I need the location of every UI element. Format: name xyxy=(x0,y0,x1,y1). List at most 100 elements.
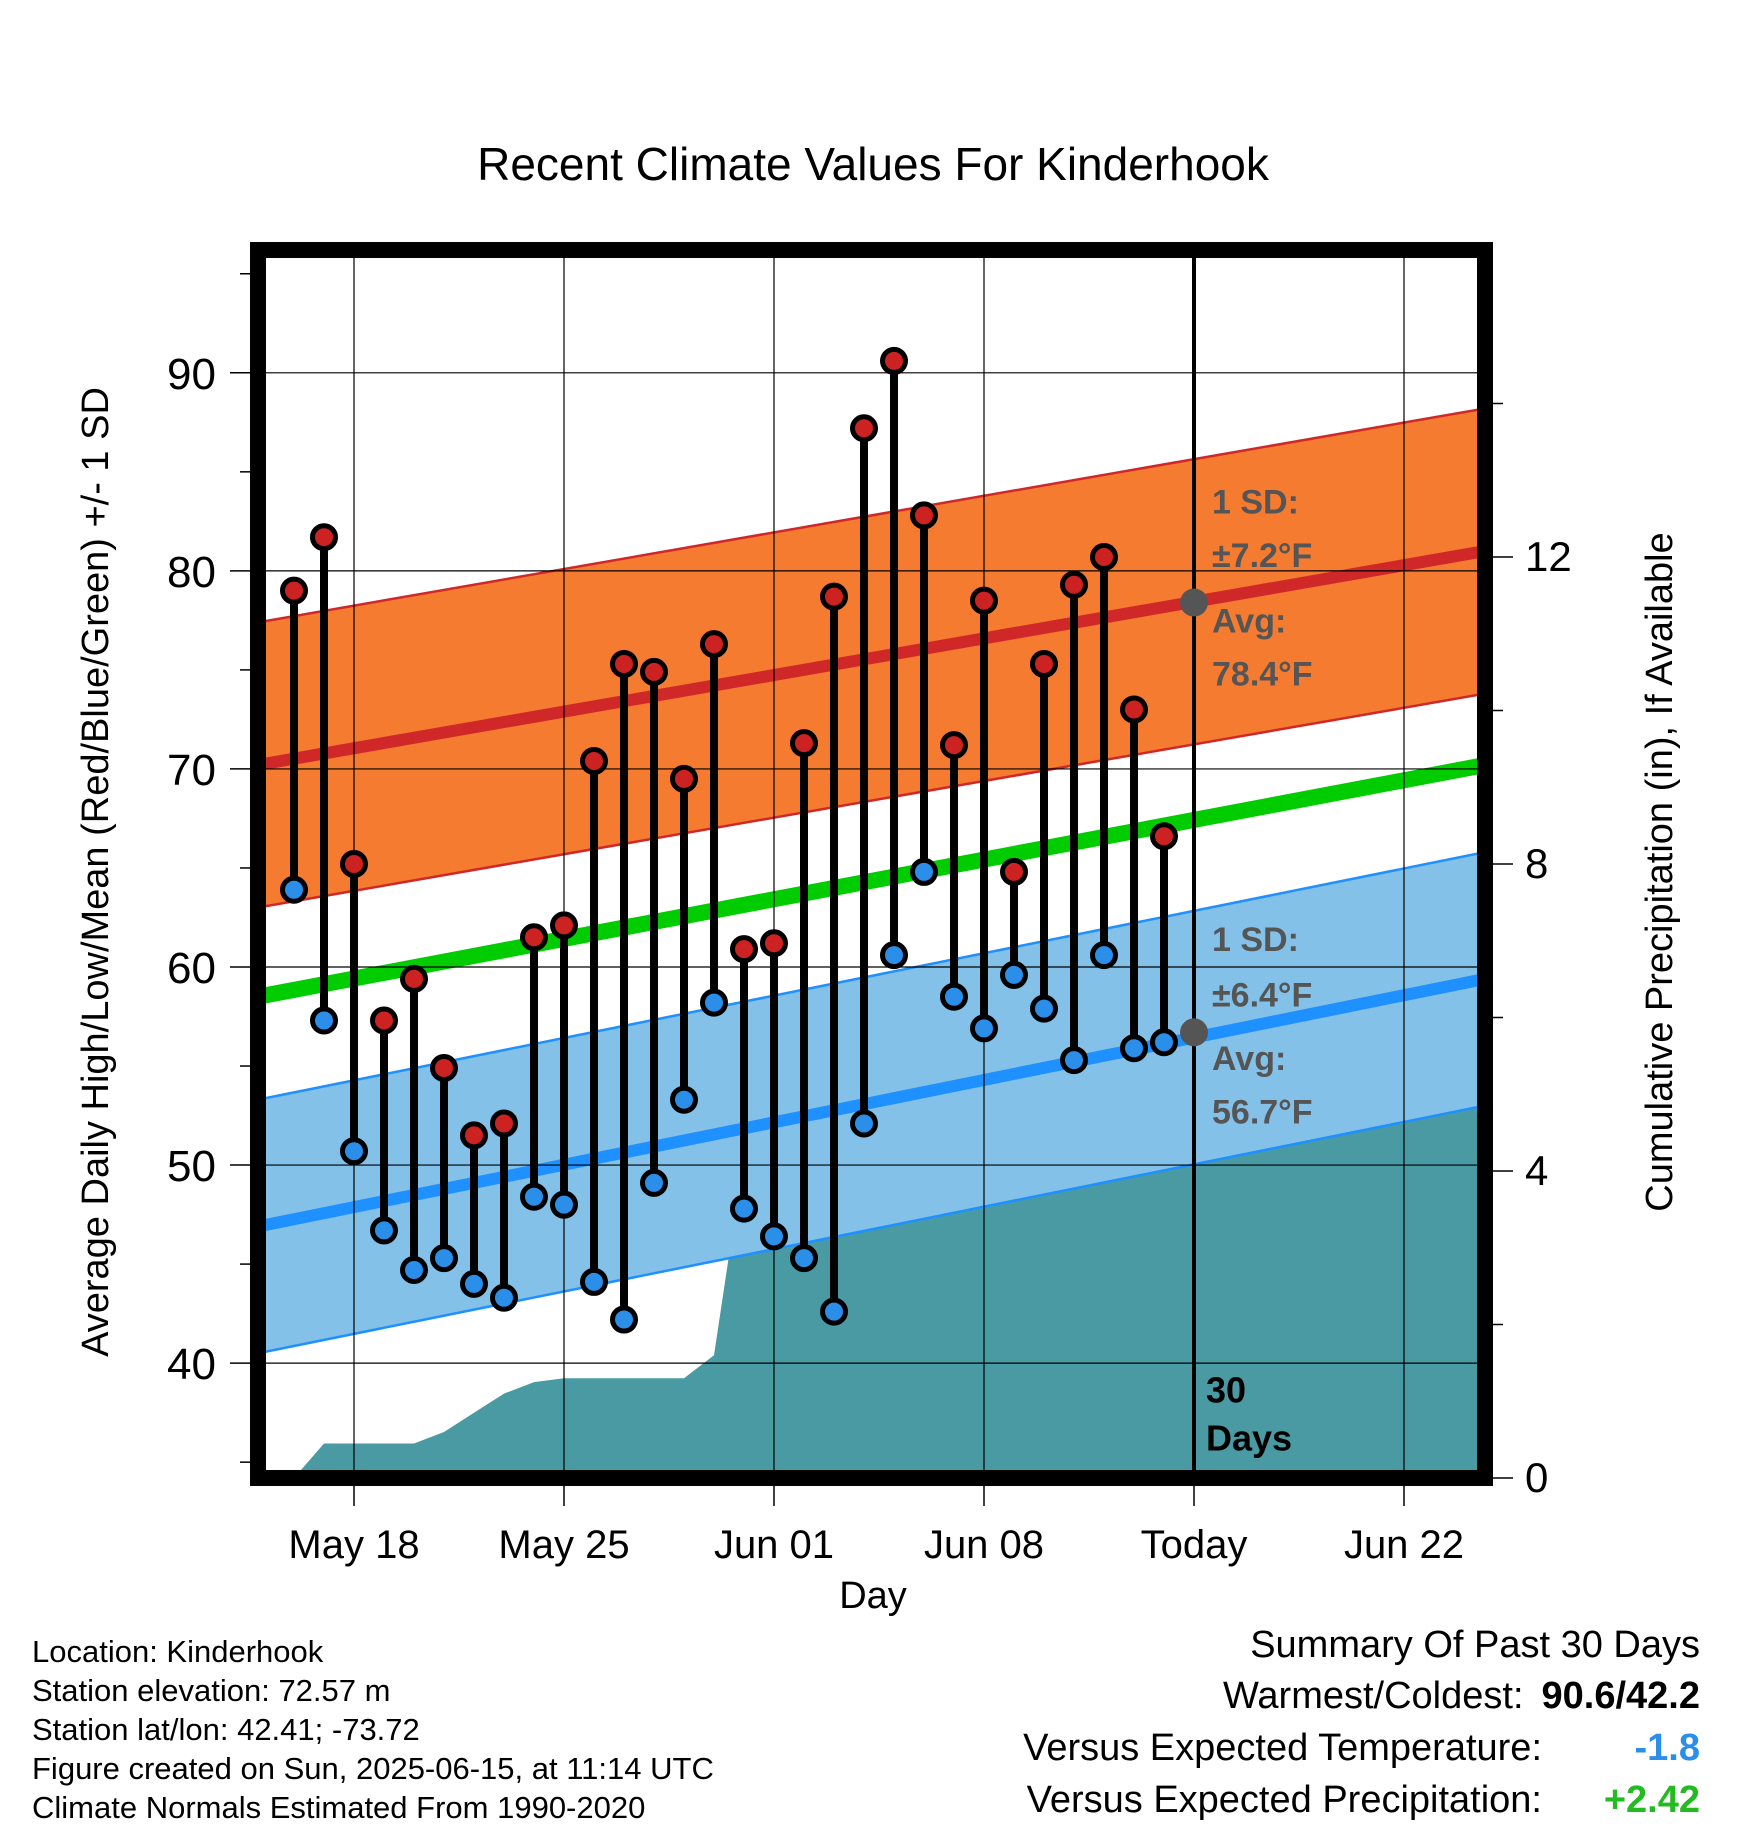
low-point xyxy=(340,1137,368,1166)
latlon-text: Station lat/lon: 42.41; -73.72 xyxy=(32,1712,420,1747)
vs-temp-row: Versus Expected Temperature: -1.8 xyxy=(1023,1722,1700,1774)
warmest-coldest-row: Warmest/Coldest: 90.6/42.2 xyxy=(1023,1670,1700,1722)
low-point xyxy=(880,941,908,970)
climate-chart: Recent Climate Values For Kinderhook 1 S… xyxy=(75,138,1681,1617)
high-point xyxy=(1090,543,1118,571)
low-point xyxy=(580,1267,608,1296)
high-point xyxy=(910,501,938,530)
low-point xyxy=(850,1109,878,1138)
high-point xyxy=(430,1054,458,1083)
vs-temp-label: Versus Expected Temperature: xyxy=(1023,1727,1542,1769)
plot-frame xyxy=(250,242,1493,1486)
low-point xyxy=(1090,941,1118,970)
high-sd-label: 1 SD: xyxy=(1212,483,1299,521)
low-point xyxy=(1000,960,1028,989)
low-avg-label: Avg: xyxy=(1212,1040,1286,1078)
x-tick-label: May 25 xyxy=(498,1523,629,1567)
high-point xyxy=(370,1006,398,1035)
elevation-text: Station elevation: 72.57 m xyxy=(32,1673,391,1708)
x-tick-label: Jun 01 xyxy=(714,1523,834,1567)
high-point xyxy=(790,729,818,758)
low-point xyxy=(790,1244,818,1273)
low-point xyxy=(910,857,938,886)
high-point xyxy=(310,523,338,552)
low-point xyxy=(1120,1034,1148,1063)
low-point xyxy=(520,1182,548,1211)
x-tick-label: Jun 22 xyxy=(1344,1523,1464,1567)
x-axis-label: Day xyxy=(839,1575,907,1617)
vs-precip-row: Versus Expected Precipitation: +2.42 xyxy=(1023,1774,1700,1826)
high-sd-lower-edge xyxy=(258,692,1485,909)
location-text: Location: Kinderhook xyxy=(32,1634,324,1669)
high-point xyxy=(610,649,638,678)
axes: 40 50 60 70 80 90 0 4 8 12 May 18 May 25 Jun 01 Jun 0… xyxy=(167,242,1572,1567)
low-point xyxy=(460,1269,488,1298)
y-axis-label: Average Daily High/Low/Mean (Red/Blue/Gr… xyxy=(75,387,117,1357)
low-point xyxy=(1150,1028,1178,1057)
high-point xyxy=(280,576,308,605)
warmest-label: Warmest/Coldest: xyxy=(1222,1675,1524,1717)
summary-panel: Summary Of Past 30 Days Warmest/Coldest:… xyxy=(1023,1620,1700,1826)
high-point xyxy=(1060,570,1088,599)
low-avg-today-marker xyxy=(1180,1018,1208,1047)
low-point xyxy=(550,1190,578,1219)
high-point xyxy=(850,414,878,443)
high-avg-value: 78.4°F xyxy=(1212,656,1313,694)
high-point xyxy=(940,731,968,760)
y2-tick-label: 4 xyxy=(1525,1147,1548,1194)
x-tick-label: Jun 08 xyxy=(924,1523,1044,1567)
low-point xyxy=(970,1014,998,1043)
low-point xyxy=(490,1283,518,1312)
y2-tick-label: 8 xyxy=(1525,840,1548,887)
high-point xyxy=(340,850,368,878)
high-point xyxy=(1120,695,1148,724)
high-point xyxy=(1000,857,1028,886)
high-point xyxy=(670,764,698,793)
days-label-number: 30 xyxy=(1206,1370,1246,1411)
y-tick-label: 50 xyxy=(167,1142,216,1191)
low-point xyxy=(610,1305,638,1334)
low-avg-value: 56.7°F xyxy=(1212,1093,1313,1131)
days-label-word: Days xyxy=(1206,1417,1292,1458)
vs-temp-value: -1.8 xyxy=(1634,1727,1700,1769)
high-sd-value: ±7.2°F xyxy=(1212,537,1312,575)
high-point xyxy=(880,346,908,375)
high-point xyxy=(1150,822,1178,851)
y-tick-label: 90 xyxy=(167,350,216,399)
x-tick-label: May 18 xyxy=(288,1523,419,1567)
high-point xyxy=(550,911,578,940)
high-avg-line xyxy=(258,545,1485,771)
low-sd-value: ±6.4°F xyxy=(1212,977,1312,1015)
low-point xyxy=(730,1194,758,1223)
high-point xyxy=(970,586,998,615)
low-point xyxy=(700,988,728,1017)
low-point xyxy=(430,1244,458,1273)
low-point xyxy=(820,1297,848,1326)
low-sd-label: 1 SD: xyxy=(1212,921,1299,959)
low-point xyxy=(1060,1046,1088,1075)
summary-title: Summary Of Past 30 Days xyxy=(1250,1624,1700,1666)
high-sd-upper-edge xyxy=(258,407,1485,624)
low-point xyxy=(310,1006,338,1035)
warmest-value: 90.6/42.2 xyxy=(1541,1675,1700,1717)
low-point xyxy=(280,875,308,904)
low-point xyxy=(940,982,968,1011)
y2-tick-label: 12 xyxy=(1525,533,1572,580)
high-avg-label: Avg: xyxy=(1212,602,1286,640)
high-point xyxy=(490,1109,518,1138)
normals-text: Climate Normals Estimated From 1990-2020 xyxy=(32,1790,646,1825)
high-point xyxy=(520,923,548,952)
low-point xyxy=(1030,994,1058,1023)
y-tick-label: 80 xyxy=(167,548,216,597)
mean-avg-line xyxy=(258,757,1485,1005)
station-info: Location: Kinderhook Station elevation: … xyxy=(32,1632,714,1827)
y2-tick-label: 0 xyxy=(1525,1454,1548,1501)
low-point xyxy=(400,1256,428,1285)
low-point xyxy=(760,1222,788,1251)
plot-area: 1 SD: ±7.2°F Avg: 78.4°F 1 SD: ±6.4°F Avg: 56.7… xyxy=(258,250,1485,1478)
high-point xyxy=(760,929,788,958)
chart-title: Recent Climate Values For Kinderhook xyxy=(477,138,1270,190)
y-tick-label: 40 xyxy=(167,1340,216,1389)
high-point xyxy=(820,582,848,611)
vs-precip-value: +2.42 xyxy=(1603,1779,1700,1821)
